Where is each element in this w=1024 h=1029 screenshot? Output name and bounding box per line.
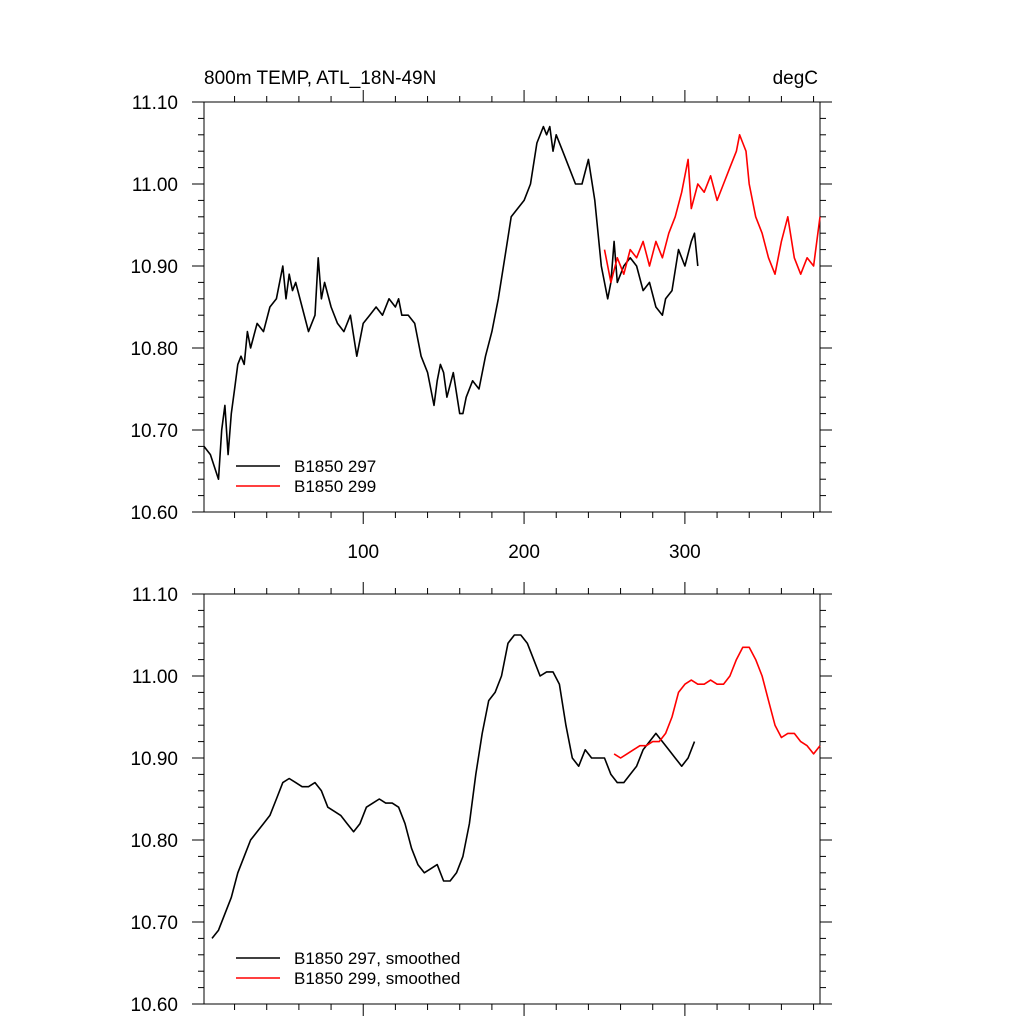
x-tick-label: 200	[508, 542, 540, 563]
y-tick-label: 11.00	[132, 667, 178, 688]
units-label: degC	[773, 68, 818, 89]
y-tick-label: 10.80	[130, 831, 178, 852]
plot-frame	[203, 101, 821, 513]
legend-label: B1850 297, smoothed	[294, 949, 460, 968]
y-tick-label: 10.60	[130, 995, 178, 1016]
series-line-b1850-299	[613, 646, 821, 759]
legend-label: B1850 299, smoothed	[294, 969, 460, 988]
y-tick-label: 11.10	[132, 585, 178, 606]
axis-ticks	[192, 582, 832, 1016]
y-tick-label: 10.60	[130, 503, 178, 524]
y-tick-label: 11.10	[132, 93, 178, 114]
chart-title: 800m TEMP, ATL_18N-49N	[204, 68, 436, 89]
y-tick-label: 10.80	[130, 339, 178, 360]
top-panel: 10.60 10.70 10.80 10.90 11.00 11.10 100 200 300 8…	[130, 68, 832, 563]
x-tick-label: 100	[347, 542, 379, 563]
y-tick-label: 10.70	[130, 913, 178, 934]
series-line-b1850-299	[603, 134, 821, 284]
legend-label: B1850 297	[294, 457, 376, 476]
y-tick-label: 10.70	[130, 421, 178, 442]
y-tick-label: 10.90	[130, 257, 178, 278]
y-tick-label: 11.00	[132, 175, 178, 196]
series-line-b1850-297	[203, 125, 699, 481]
legend-label: B1850 299	[294, 477, 376, 496]
y-tick-label: 10.90	[130, 749, 178, 770]
series-line-b1850-297	[211, 634, 696, 939]
plot-frame	[203, 593, 821, 1005]
bottom-panel: 10.60 10.70 10.80 10.90 11.00 11.10 B1850 297,…	[130, 582, 832, 1016]
axis-ticks	[192, 90, 832, 524]
x-tick-label: 300	[669, 542, 701, 563]
